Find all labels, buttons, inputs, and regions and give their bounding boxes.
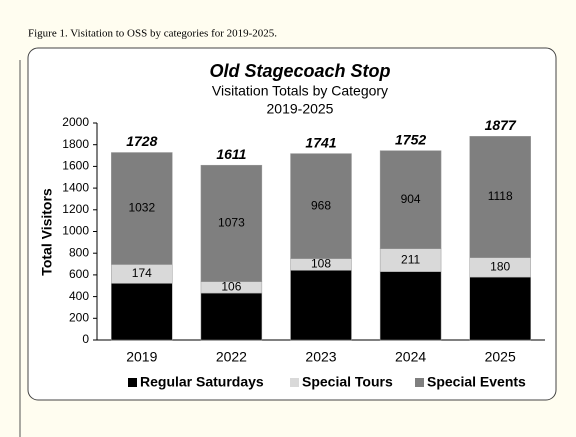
- data-label: 642: [311, 297, 331, 311]
- x-tick-label: 2025: [485, 349, 516, 365]
- data-label: 174: [132, 266, 152, 280]
- data-label: 1073: [218, 216, 245, 230]
- total-label: 1611: [216, 146, 246, 162]
- y-tick-label: 200: [69, 310, 89, 324]
- data-label: 432: [221, 309, 241, 323]
- data-label: 522: [132, 304, 152, 318]
- y-tick-label: 2000: [62, 115, 89, 129]
- caption: Figure 1. Visitation to OSS by categorie…: [28, 28, 277, 40]
- x-tick-label: 2024: [395, 349, 426, 365]
- legend-swatch: [415, 378, 424, 387]
- bar-segment: [200, 164, 263, 282]
- bar-segment: [469, 276, 531, 341]
- data-label: 630: [401, 298, 421, 312]
- legend-label: Regular Saturdays: [140, 374, 264, 390]
- legend-swatch: [128, 378, 137, 387]
- y-tick-label: 1800: [62, 137, 89, 151]
- total-label: 1752: [395, 131, 426, 147]
- y-tick-label: 0: [82, 332, 89, 346]
- x-tick-label: 2022: [216, 349, 247, 365]
- y-tick-label: 1600: [62, 159, 89, 173]
- data-label: 904: [401, 192, 421, 206]
- bar-segment: [379, 271, 442, 341]
- data-label: 968: [311, 198, 331, 212]
- bar-segment: [290, 270, 352, 341]
- legend-label: Special Tours: [302, 374, 393, 390]
- total-label: 1741: [305, 134, 336, 150]
- bar-segment: [290, 153, 352, 259]
- total-label: 1728: [126, 133, 157, 149]
- bar-segment: [379, 150, 442, 250]
- y-tick-label: 800: [69, 245, 89, 259]
- legend-swatch: [290, 378, 299, 387]
- data-label: 1032: [128, 201, 155, 215]
- chart-subtitle: Visitation Totals by Category: [212, 83, 388, 99]
- x-tick-label: 2019: [126, 349, 157, 365]
- data-label: 1118: [488, 189, 513, 203]
- legend-label: Special Events: [427, 374, 526, 390]
- x-tick-label: 2023: [305, 349, 336, 365]
- y-tick-label: 1200: [62, 202, 89, 216]
- bar-segment: [200, 292, 263, 341]
- y-tick-label: 1000: [62, 224, 89, 238]
- data-label: 211: [401, 252, 420, 266]
- y-tick-label: 1400: [62, 180, 89, 194]
- data-label: 106: [221, 280, 241, 294]
- bar-segment: [111, 283, 173, 341]
- chart-title: Old Stagecoach Stop: [209, 61, 390, 81]
- bar-segment: [111, 152, 173, 265]
- bar-segment: [469, 136, 531, 258]
- y-axis-label: Total Visitors: [39, 188, 55, 276]
- chart-subtitle: 2019-2025: [267, 101, 334, 117]
- data-label: 579: [490, 301, 510, 315]
- data-label: 108: [311, 257, 331, 271]
- y-tick-label: 400: [69, 289, 89, 303]
- data-label: 180: [490, 260, 510, 274]
- y-tick-label: 600: [69, 267, 89, 281]
- total-label: 1877: [485, 117, 517, 133]
